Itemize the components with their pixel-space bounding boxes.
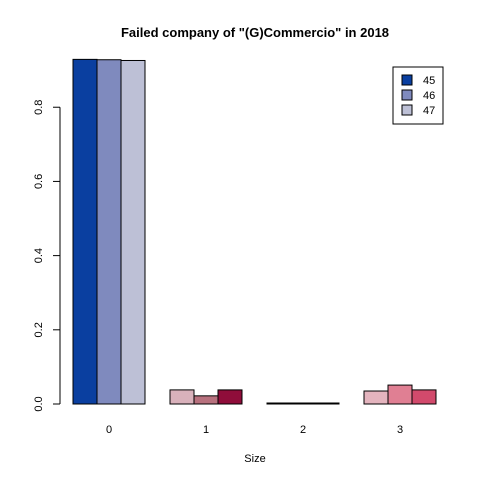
bar [314,402,340,405]
legend-box [392,66,444,125]
bar [363,390,389,405]
legend-swatch [401,104,413,116]
bar [193,395,219,405]
x-tick-label: 1 [203,424,209,436]
y-tick-label: 0.0 [33,396,45,411]
legend-label: 45 [423,75,435,87]
legend-label: 46 [423,90,435,102]
bar [169,389,195,405]
legend-swatch [401,89,413,101]
y-tick-label: 0.4 [33,248,45,263]
bars [72,58,437,405]
bar [217,389,243,405]
y-tick-label: 0.2 [33,322,45,337]
x-tick-label: 0 [106,424,112,436]
bar [266,402,292,405]
bar [290,402,316,405]
x-tick-label: 2 [300,424,306,436]
chart-title: Failed company of "(G)Commercio" in 2018 [121,25,389,40]
y-tick-label: 0.8 [33,100,45,115]
legend-swatch [401,74,413,86]
x-axis-tick-labels: 0 1 2 3 [106,424,403,436]
bar [387,384,413,405]
x-axis-label: Size [244,453,265,465]
legend: 45 46 47 [392,66,444,125]
bar [72,58,98,405]
bar [120,59,146,405]
x-tick-label: 3 [397,424,403,436]
y-tick-label: 0.6 [33,174,45,189]
y-axis: 0.0 0.2 0.4 0.6 0.8 [33,100,61,412]
bar [411,389,437,405]
legend-label: 47 [423,105,435,117]
bar [96,59,122,405]
